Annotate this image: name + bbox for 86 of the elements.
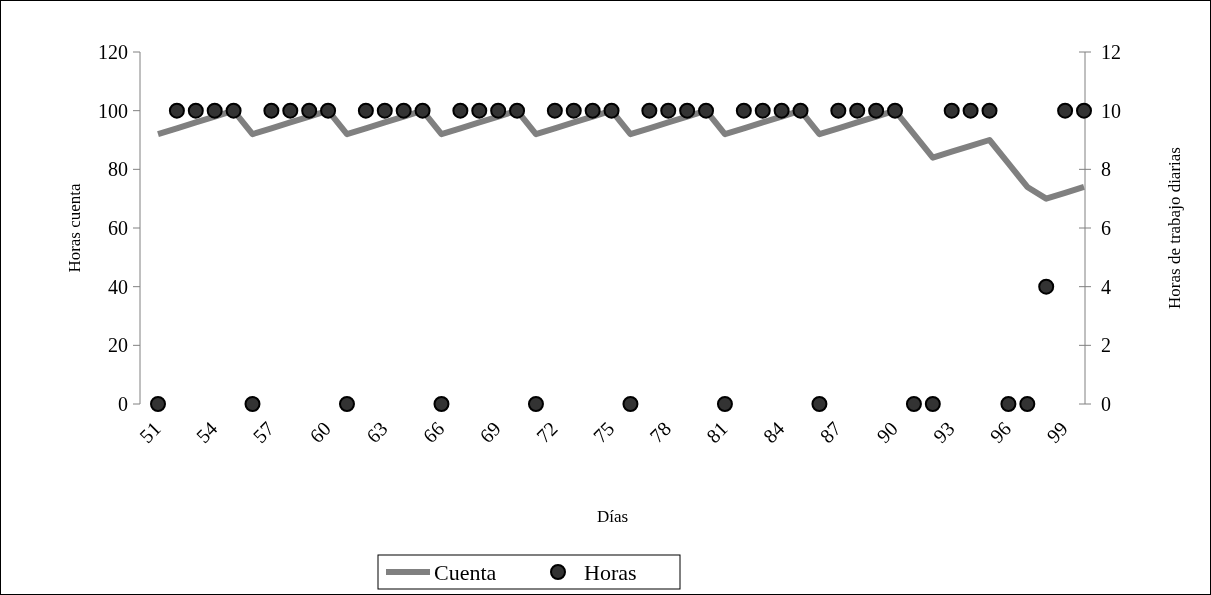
point: [981, 102, 998, 119]
y-tick-label: 80: [108, 158, 128, 181]
point: [282, 102, 299, 119]
y2-tick-label: 6: [1101, 217, 1111, 239]
point: [338, 396, 355, 412]
point: [509, 102, 526, 119]
x-tick-label: 51: [135, 417, 165, 447]
x-tick-label: 60: [305, 417, 335, 447]
point: [301, 102, 318, 119]
point: [244, 396, 261, 412]
x-tick-label: 72: [531, 417, 562, 447]
point: [452, 102, 469, 119]
point: [414, 102, 431, 119]
x-tick-label: 90: [872, 417, 902, 447]
point: [376, 102, 393, 119]
x-tick-label: 99: [1042, 417, 1072, 447]
point: [660, 102, 677, 119]
y2-tick-label: 2: [1101, 334, 1111, 357]
x-tick-label: 57: [248, 417, 279, 447]
y-tick-label: 20: [108, 334, 128, 357]
point: [263, 102, 280, 119]
point: [773, 102, 790, 119]
y-axis-title: Horas cuenta: [65, 182, 84, 273]
point: [206, 102, 223, 119]
point: [546, 102, 563, 119]
y2-axis-title: Horas de trabajo diarias: [1165, 147, 1184, 309]
legend-label: Horas: [584, 559, 637, 585]
point: [679, 102, 696, 119]
point: [811, 396, 828, 412]
x-tick-label: 54: [191, 417, 222, 447]
point: [754, 102, 771, 119]
legend-label: Cuenta: [434, 559, 497, 585]
x-tick-label: 69: [475, 417, 505, 447]
point: [471, 102, 488, 119]
point: [395, 102, 412, 119]
point: [565, 102, 582, 119]
point: [1076, 102, 1092, 119]
x-tick-label: 75: [588, 417, 619, 447]
y2-tick-label: 8: [1101, 158, 1111, 181]
point: [1000, 396, 1017, 412]
point: [962, 102, 979, 119]
y-tick-label: 0: [118, 393, 128, 415]
point: [603, 102, 620, 119]
point: [887, 102, 904, 119]
point: [168, 102, 185, 119]
point: [924, 396, 941, 412]
y2-tick-label: 12: [1101, 41, 1121, 63]
point: [830, 102, 847, 119]
y-tick-label: 60: [108, 217, 128, 239]
point: [1057, 102, 1074, 119]
point: [320, 102, 337, 119]
point: [357, 102, 374, 119]
point: [490, 102, 507, 119]
x-axis-title: Días: [596, 507, 629, 526]
y-tick-label: 120: [98, 41, 128, 63]
point: [187, 102, 204, 119]
point: [698, 102, 715, 119]
x-tick-label: 87: [815, 417, 846, 447]
y-tick-label: 40: [108, 275, 128, 298]
point: [584, 102, 601, 119]
x-tick-label: 78: [645, 417, 676, 447]
point: [1038, 278, 1055, 295]
point: [150, 396, 166, 412]
point: [735, 102, 752, 119]
point: [849, 102, 866, 119]
x-tick-label: 96: [985, 417, 1016, 447]
y2-tick-label: 10: [1101, 99, 1121, 122]
point: [792, 102, 809, 119]
point: [1019, 396, 1036, 412]
point: [433, 396, 450, 412]
x-tick-label: 63: [361, 417, 392, 447]
point: [225, 102, 242, 119]
y2-tick-label: 0: [1101, 393, 1111, 415]
point: [868, 102, 885, 119]
x-tick-label: 81: [702, 417, 732, 447]
point: [943, 102, 960, 119]
point: [641, 102, 658, 119]
point: [622, 396, 639, 412]
point: [716, 396, 733, 412]
x-tick-label: 66: [418, 417, 449, 447]
x-tick-label: 93: [928, 417, 959, 447]
x-tick-label: 84: [758, 417, 789, 447]
point: [905, 396, 922, 412]
y-tick-label: 100: [98, 99, 128, 122]
point: [527, 396, 544, 412]
y2-tick-label: 4: [1101, 275, 1111, 298]
